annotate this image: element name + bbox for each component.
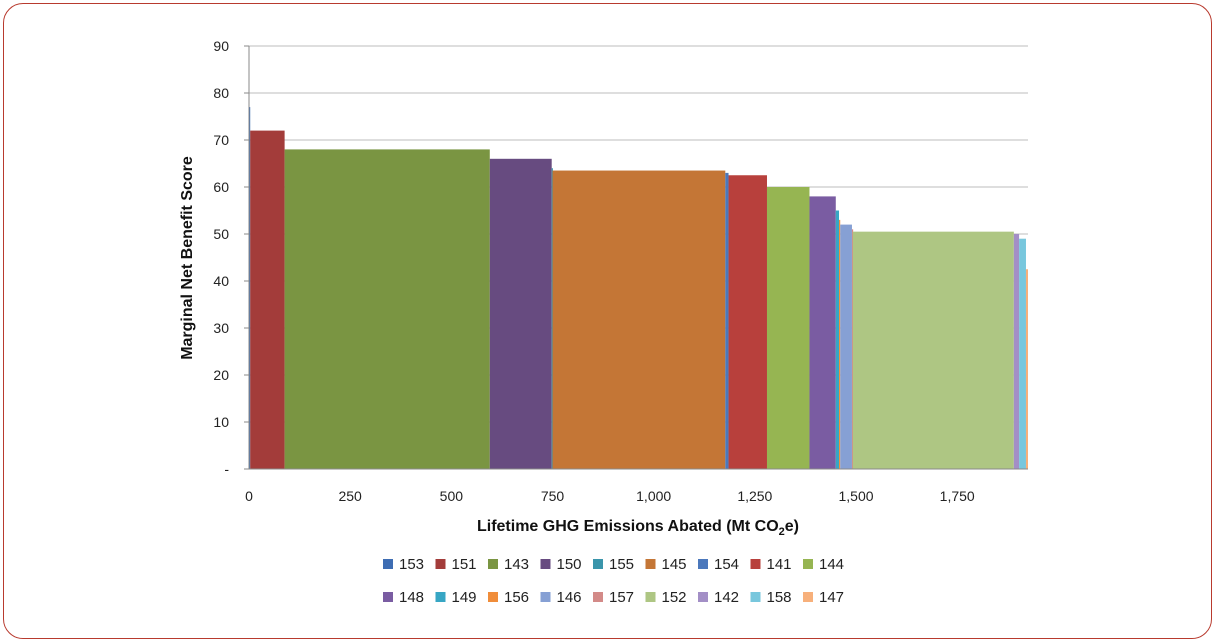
- legend-swatch-141: [750, 559, 761, 569]
- y-tick-label-1: 10: [213, 414, 229, 430]
- legend-swatch-148: [383, 592, 393, 602]
- legend-swatch-149: [435, 592, 446, 602]
- x-tick-label-7: 1,750: [940, 488, 975, 504]
- legend-swatch-155: [593, 559, 603, 569]
- bar-148: [809, 196, 836, 469]
- legend-swatch-154: [698, 559, 708, 569]
- bar-156: [839, 219, 841, 469]
- bar-157: [851, 229, 854, 469]
- x-axis-title-subscript: 2: [779, 526, 785, 538]
- legend-label-158: 158: [767, 589, 792, 606]
- legend-label-157: 157: [609, 589, 634, 606]
- legend-swatch-144: [803, 559, 813, 569]
- legend-swatch-157: [593, 592, 603, 602]
- legend-label-151: 151: [452, 556, 477, 573]
- x-tick-label-2: 500: [440, 488, 464, 504]
- legend-label-148: 148: [399, 589, 424, 606]
- chart-frame: [3, 3, 1212, 639]
- bar-150: [489, 158, 552, 470]
- legend-label-153: 153: [399, 556, 424, 573]
- x-tick-label-6: 1,500: [838, 488, 873, 504]
- legend-swatch-147: [803, 592, 813, 602]
- x-axis-title-main: Lifetime GHG Emissions Abated (Mt CO: [477, 518, 779, 535]
- legend-label-156: 156: [504, 589, 529, 606]
- legend-label-146: 146: [557, 589, 582, 606]
- legend-label-149: 149: [452, 589, 477, 606]
- bar-158: [1019, 238, 1026, 469]
- y-tick-label-7: 70: [213, 132, 229, 148]
- legend-label-155: 155: [609, 556, 634, 573]
- legend-label-147: 147: [819, 589, 844, 606]
- y-tick-label-2: 20: [213, 367, 229, 383]
- legend-swatch-158: [750, 592, 761, 602]
- legend-label-152: 152: [662, 589, 687, 606]
- bar-149: [835, 210, 840, 469]
- bar-151: [250, 130, 285, 469]
- bar-145: [552, 170, 726, 470]
- legend-label-144: 144: [819, 556, 844, 573]
- legend-swatch-145: [645, 559, 656, 569]
- x-tick-label-1: 250: [338, 488, 362, 504]
- legend: 153 151 143 150 155 145 154 141 144 148 149 156 146 1…: [383, 556, 844, 606]
- y-tick-label-5: 50: [213, 226, 229, 242]
- legend-swatch-150: [540, 559, 551, 569]
- bar-147: [1025, 269, 1028, 469]
- x-tick-labels: 0 250 500 750 1,000 1,250 1,500 1,750: [245, 488, 975, 504]
- x-axis-title: Lifetime GHG Emissions Abated (Mt CO2e): [477, 518, 799, 538]
- bar-142: [1013, 234, 1020, 469]
- y-axis-title: Marginal Net Benefit Score: [179, 156, 196, 360]
- x-tick-label-3: 750: [541, 488, 565, 504]
- axes: [248, 46, 1028, 470]
- bar-146: [840, 224, 852, 469]
- y-tick-labels: - 10 20 30 40 50 60 70 80 90: [213, 38, 249, 477]
- y-tick-label-8: 80: [213, 85, 229, 101]
- x-axis-title-tail: e): [785, 518, 799, 535]
- legend-swatch-146: [540, 592, 551, 602]
- legend-swatch-142: [698, 592, 708, 602]
- bar-144: [766, 187, 810, 469]
- bar-155: [551, 168, 553, 469]
- legend-label-142: 142: [714, 589, 739, 606]
- legend-swatch-152: [645, 592, 656, 602]
- bar-141: [728, 175, 767, 469]
- legend-swatch-156: [488, 592, 498, 602]
- bar-154: [725, 172, 729, 469]
- bar-153: [249, 107, 251, 469]
- legend-label-150: 150: [557, 556, 582, 573]
- legend-label-141: 141: [767, 556, 792, 573]
- x-tick-label-0: 0: [245, 488, 253, 504]
- x-tick-label-4: 1,000: [636, 488, 671, 504]
- bar-152: [852, 231, 1014, 469]
- legend-label-143: 143: [504, 556, 529, 573]
- legend-label-145: 145: [662, 556, 687, 573]
- x-tick-label-5: 1,250: [737, 488, 772, 504]
- plot-bars: [249, 107, 1028, 470]
- y-tick-label-3: 30: [213, 320, 229, 336]
- legend-label-154: 154: [714, 556, 739, 573]
- y-tick-label-0: -: [224, 461, 229, 477]
- legend-swatch-153: [383, 559, 393, 569]
- y-tick-label-9: 90: [213, 38, 229, 54]
- legend-swatch-143: [488, 559, 498, 569]
- legend-swatch-151: [435, 559, 446, 569]
- y-tick-label-4: 40: [213, 273, 229, 289]
- y-tick-label-6: 60: [213, 179, 229, 195]
- bar-143: [284, 149, 490, 469]
